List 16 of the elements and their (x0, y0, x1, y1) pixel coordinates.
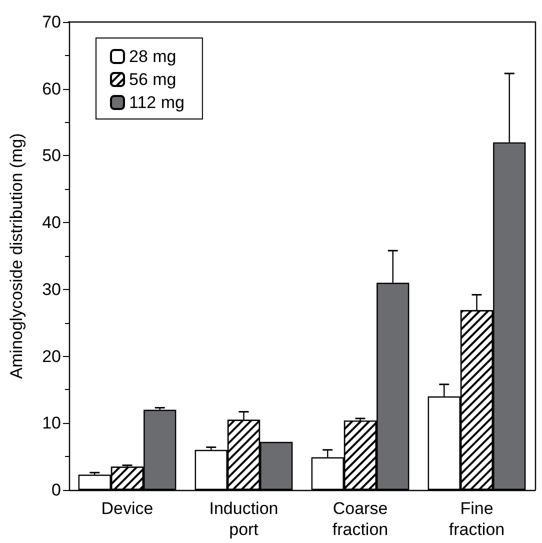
y-tick-label: 10 (42, 414, 61, 433)
x-tick-label: Fine fraction (448, 499, 505, 539)
y-tick-label: 30 (42, 280, 61, 299)
y-tick-label: 70 (42, 12, 61, 32)
legend-label: 112 mg (129, 93, 184, 112)
y-axis-title: Aminoglycoside distribution (mg) (7, 133, 26, 379)
legend-label: 56 mg (129, 70, 176, 89)
x-tick-label: Device (101, 499, 154, 518)
y-tick-label: 60 (42, 79, 61, 98)
y-tick-label: 20 (42, 346, 61, 366)
legend-label: 28 mg (129, 47, 176, 66)
y-tick-label: 0 (52, 480, 61, 500)
y-tick-label: 40 (42, 213, 61, 232)
y-tick-label: 50 (42, 146, 61, 166)
x-tick-label: Coarse fraction (332, 499, 388, 539)
x-tick-label: Induction port (209, 499, 278, 539)
